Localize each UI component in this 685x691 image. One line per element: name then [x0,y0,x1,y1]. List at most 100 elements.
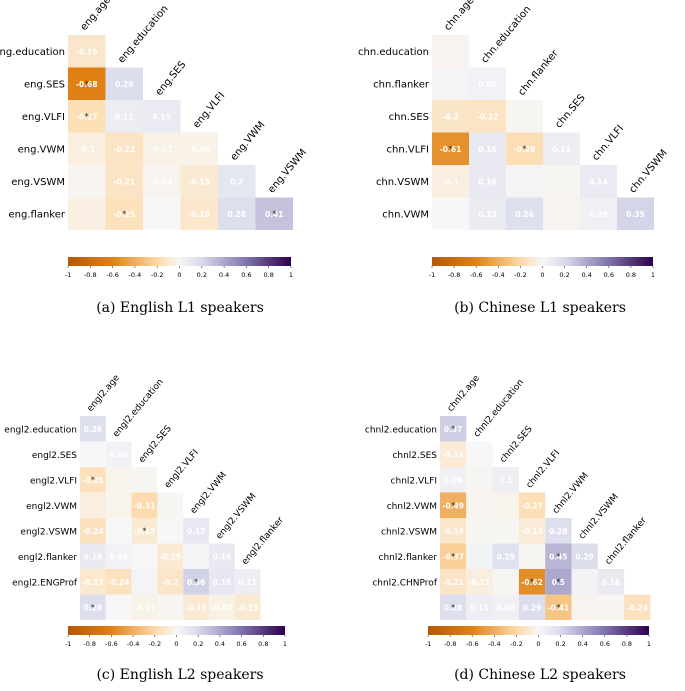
heatmap-cell [68,165,106,198]
colorbar-tick-label: -1 [65,271,71,279]
significance-star: * [530,577,534,586]
cell-value-label: 0.12 [115,112,134,121]
cell-value-label: 0.25 [496,552,515,561]
caption-a: (a) English L1 speakers [60,300,300,316]
column-label: chn.flanker [516,47,561,98]
cell-value-label: 0.16 [478,177,497,186]
colorbar-tick-label: -0.2 [148,640,161,648]
heatmap-cell [519,544,545,570]
colorbar-tick-label: 0.6 [236,640,246,648]
significance-star: * [194,577,198,586]
column-label: eng.education [116,3,170,65]
heatmap-cell [432,198,469,231]
colorbar-tick-label: -0.4 [492,271,505,279]
cell-value-label: -0.07 [134,603,156,612]
cell-value-label: -0.11 [469,578,491,587]
colorbar-tick-label: -1 [429,271,435,279]
cell-value-label: -0.07 [211,603,233,612]
significance-star: * [91,603,95,612]
heatmap-cell [157,493,183,519]
colorbar-tick-label: 0.2 [555,640,565,648]
colorbar-tick-label: 0.4 [219,271,229,279]
column-label: eng.VSWM [266,147,309,195]
colorbar-tick-label: 0 [174,640,178,648]
colorbar-tick-label: 0.2 [559,271,569,279]
row-label: eng.VWM [18,144,65,155]
column-label: chn.VSWM [627,148,670,196]
cell-value-label: -0.24 [108,578,130,587]
heatmap-cell [157,595,183,621]
colorbar-tick-label: 1 [283,640,287,648]
heatmap-cell [493,518,519,544]
heatmap-cell [572,595,598,621]
cell-value-label: -0.15 [159,552,181,561]
column-label: engl2.education [111,377,165,439]
cell-value-label: 0.12 [552,145,571,154]
colorbar-tick-label: 0.8 [258,640,268,648]
colorbar-tick-label: 0 [177,271,181,279]
colorbar-tick-label: -0.6 [106,271,119,279]
row-label: chnl2.SES [392,451,437,461]
row-label: engl2.SES [32,451,77,461]
significance-star: * [451,424,455,433]
colorbar-tick-label: -0.2 [151,271,164,279]
heatmap-cell [466,493,492,519]
cell-value-label: -0.24 [82,527,104,536]
colorbar-tick-label: 0.8 [626,271,636,279]
row-label: chnl2.VSWM [381,527,437,537]
cell-value-label: -0.04 [151,177,173,186]
colorbar [428,626,649,635]
colorbar-tick-label: 0 [536,640,540,648]
cell-value-label: 0.06 [478,80,497,89]
colorbar-tick-label: -0.4 [129,271,142,279]
row-label: chnl2.VWM [387,502,437,512]
heatmap-cell [183,544,209,570]
column-label: engl2.SES [137,424,174,465]
significance-star: * [556,552,560,561]
heatmap-cell [106,595,132,621]
colorbar-tick-label: 1 [651,271,655,279]
row-label: engl2.VSWM [20,527,77,537]
cell-value-label: -0.21 [113,177,135,186]
row-label: eng.VLFI [22,112,65,123]
heatmap-cell [80,442,106,468]
column-label: chnl2.flanker [604,515,649,566]
heatmap-panel-0: -0.19-0.68* 0.29-0.27* 0.12 0.15-0.1 -0.22 -0… [0,0,309,279]
cell-value-label: 0.11 [238,578,257,587]
heatmap-cell [106,493,132,519]
colorbar-tick-label: -0.2 [514,271,527,279]
colorbar [432,257,653,266]
significance-star: * [91,475,95,484]
row-label: chn.flanker [373,79,430,90]
cell-value-label: -0.27 [521,501,543,510]
cell-value-label: 0.16 [602,578,621,587]
cell-value-label: 0.17 [187,527,206,536]
row-label: eng.SES [24,79,65,90]
cell-value-label: 0.08 [496,603,515,612]
cell-value-label: -0.18 [188,210,210,219]
column-label: chnl2.VWM [551,471,591,516]
caption-c: (c) English L2 speakers [60,667,300,683]
colorbar-tick-label: 0.4 [215,640,225,648]
cell-value-label: -0.19 [442,527,464,536]
significance-star: * [449,144,453,153]
cell-value-label: -0.13 [521,527,543,536]
significance-star: * [122,209,126,218]
row-label: engl2.ENGProf [12,578,78,588]
cell-value-label: 0.29 [115,80,134,89]
row-label: eng.education [0,47,65,58]
cell-value-label: -0.14 [442,450,464,459]
column-label: eng.VWM [229,120,268,163]
colorbar-tick-label: 0.4 [578,640,588,648]
cell-value-label: 0.2 [230,177,243,186]
colorbar-tick-label: 0 [540,271,544,279]
heatmap-cell [543,198,580,231]
colorbar-tick-label: 0.6 [600,640,610,648]
column-label: eng.SES [154,59,189,98]
significance-star: * [451,603,455,612]
row-label: chnl2.flanker [379,553,438,563]
significance-star: * [451,501,455,510]
column-label: chn.SES [553,92,587,130]
cell-value-label: -0.22 [477,112,499,121]
row-label: engl2.VLFI [30,476,77,486]
